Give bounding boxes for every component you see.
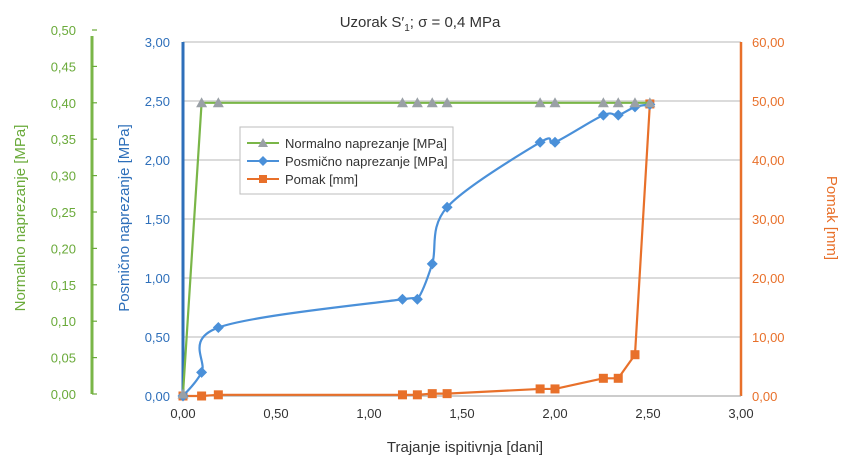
legend-marker-normal (258, 138, 268, 147)
tick-label: 0,35 (51, 132, 76, 147)
tick-label: 0,15 (51, 278, 76, 293)
tick-label: 0,40 (51, 96, 76, 111)
data-point (598, 373, 608, 383)
tick-label: 0,10 (51, 314, 76, 329)
tick-label: 0,00 (51, 387, 76, 402)
x-tick-label: 0,50 (263, 406, 288, 421)
data-point (441, 201, 453, 213)
tick-label: 0,30 (51, 169, 76, 184)
legend: Normalno naprezanje [MPa] Posmično napre… (239, 126, 454, 195)
data-point (213, 390, 223, 400)
x-tick-label: 2,50 (635, 406, 660, 421)
tick-label: 3,00 (145, 35, 170, 50)
x-tick-label: 3,00 (728, 406, 753, 421)
chart-title: Uzorak S′1; σ = 0,4 MPa (340, 14, 501, 34)
series-layer (177, 97, 656, 402)
x-tick-labels: 0,00 0,50 1,00 1,50 2,00 2,50 3,00 (170, 406, 753, 421)
data-point (442, 389, 452, 399)
data-point (597, 97, 609, 108)
tick-label: 0,50 (145, 330, 170, 345)
x-tick-label: 1,50 (449, 406, 474, 421)
right-axis-title: Pomak [mm] (823, 176, 840, 260)
tick-label: 30,00 (752, 212, 785, 227)
x-tick-label: 1,00 (356, 406, 381, 421)
x-tick-label: 0,00 (170, 406, 195, 421)
data-point (426, 258, 438, 270)
tick-label: 0,25 (51, 205, 76, 220)
data-point (177, 388, 189, 399)
data-point (212, 322, 224, 334)
data-point (534, 97, 546, 108)
data-point (426, 97, 438, 108)
tick-label: 0,45 (51, 59, 76, 74)
data-point (549, 97, 561, 108)
data-point (534, 136, 546, 148)
data-point (411, 97, 423, 108)
data-point (197, 391, 207, 401)
tick-label: 50,00 (752, 94, 785, 109)
data-point (629, 97, 641, 108)
data-point (412, 390, 422, 400)
data-point (535, 384, 545, 394)
data-point (612, 109, 624, 121)
outer-left-axis-title: Normalno naprezanje [MPa] (12, 125, 29, 312)
legend-label-displacement: Pomak [mm] (285, 172, 358, 187)
data-point (196, 366, 208, 378)
tick-label: 0,20 (51, 241, 76, 256)
data-point (612, 97, 624, 108)
x-tick-label: 2,00 (542, 406, 567, 421)
tick-label: 40,00 (752, 153, 785, 168)
tick-label: 2,00 (145, 153, 170, 168)
legend-marker-shear (258, 156, 268, 166)
tick-label: 1,50 (145, 212, 170, 227)
data-point (597, 109, 609, 121)
inner-left-axis-title: Posmično naprezanje [MPa] (116, 124, 133, 312)
data-point (441, 97, 453, 108)
outer-left-tick-labels: 0,00 0,05 0,10 0,15 0,20 0,25 0,30 0,35 0,40 0,45… (51, 23, 97, 402)
inner-left-tick-labels: 0,00 0,50 1,00 1,50 2,00 2,50 3,00 (145, 35, 170, 404)
tick-label: 10,00 (752, 330, 785, 345)
tick-label: 0,00 (145, 389, 170, 404)
tick-label: 1,00 (145, 271, 170, 286)
data-point (396, 293, 408, 305)
data-point (427, 389, 437, 399)
data-point (550, 384, 560, 394)
data-point (397, 390, 407, 400)
tick-label: 0,50 (51, 23, 76, 38)
data-point (549, 136, 561, 148)
legend-marker-displacement (259, 175, 267, 183)
data-point (411, 293, 423, 305)
tick-label: 20,00 (752, 271, 785, 286)
data-point (630, 350, 640, 360)
right-tick-labels: 0,00 10,00 20,00 30,00 40,00 50,00 60,00 (752, 35, 785, 404)
data-point (644, 97, 656, 108)
tick-label: 0,05 (51, 351, 76, 366)
data-point (212, 97, 224, 108)
tick-label: 60,00 (752, 35, 785, 50)
tick-label: 0,00 (752, 389, 777, 404)
legend-label-shear: Posmično naprezanje [MPa] (285, 154, 448, 169)
tick-label: 2,50 (145, 94, 170, 109)
data-point (396, 97, 408, 108)
data-point (613, 373, 623, 383)
data-point (196, 97, 208, 108)
legend-label-normal: Normalno naprezanje [MPa] (285, 136, 447, 151)
x-axis-title: Trajanje ispitivnja [dani] (387, 439, 543, 456)
